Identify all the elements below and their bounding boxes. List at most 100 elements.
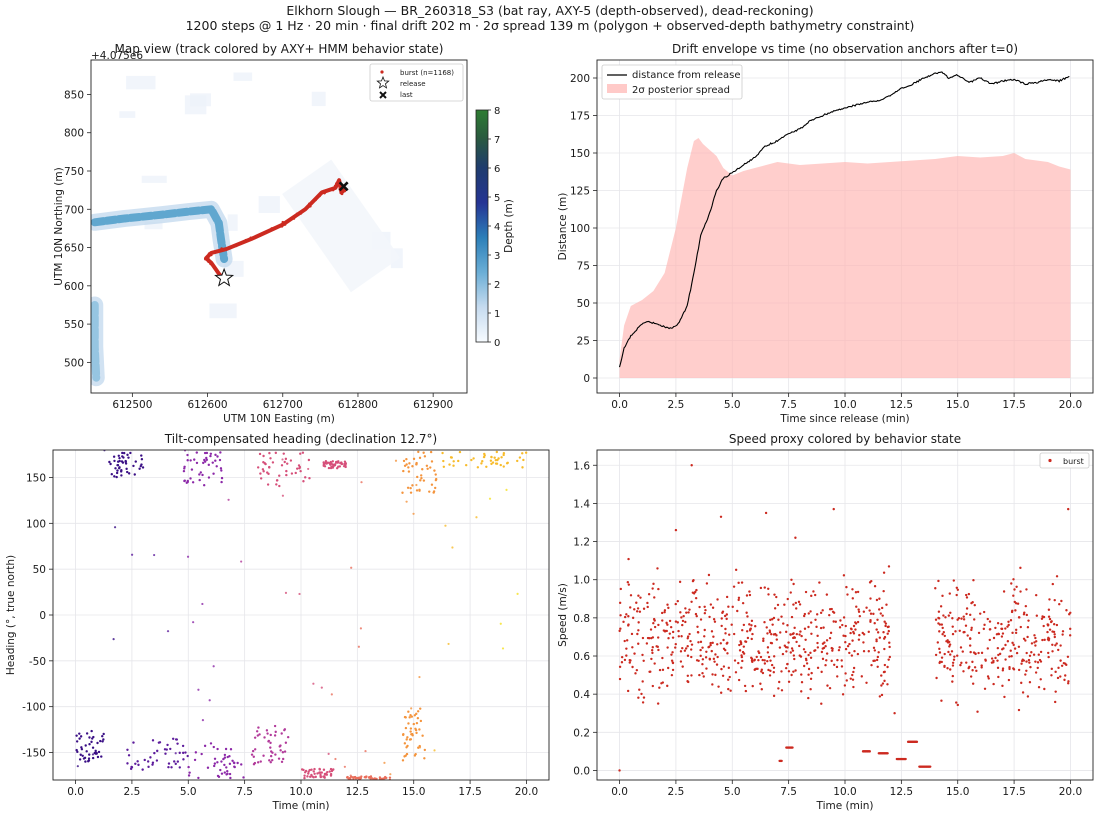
- heading-point: [91, 753, 95, 756]
- speed-point: [726, 652, 729, 655]
- speed-point: [876, 665, 879, 668]
- speed-point: [703, 611, 707, 615]
- y-axis-label: Speed (m/s): [557, 583, 569, 647]
- y-tick-label: 550: [64, 319, 84, 331]
- speed-point: [696, 631, 700, 634]
- heading-point: [447, 642, 450, 646]
- heading-point: [121, 451, 124, 455]
- speed-point: [704, 656, 708, 659]
- speed-point: [809, 651, 812, 655]
- speed-point: [802, 614, 806, 618]
- speed-point: [637, 642, 640, 645]
- heading-point: [433, 749, 436, 752]
- speed-point: [647, 593, 651, 596]
- speed-point: [940, 623, 944, 626]
- x-tick-label: 612800: [338, 399, 378, 411]
- speed-point: [728, 675, 731, 679]
- heading-point: [100, 755, 103, 758]
- speed-point: [740, 666, 743, 669]
- heading-point: [524, 451, 528, 454]
- heading-point: [216, 747, 219, 751]
- heading-point: [236, 761, 239, 765]
- speed-point: [766, 659, 769, 663]
- heading-point: [481, 460, 484, 463]
- legend-area-swatch: [607, 84, 627, 93]
- speed-point: [763, 621, 766, 624]
- heading-point: [229, 748, 233, 751]
- heading-point: [281, 757, 285, 761]
- y-axis-label: UTM 10N Northing (m): [53, 167, 65, 285]
- speed-point: [751, 632, 754, 636]
- speed-point: [780, 759, 783, 763]
- heading-point: [85, 750, 88, 753]
- speed-point: [1067, 680, 1070, 683]
- speed-point: [958, 629, 961, 632]
- speed-point: [631, 646, 634, 649]
- speed-point: [772, 671, 775, 674]
- heading-point: [113, 526, 117, 529]
- speed-point: [1050, 620, 1053, 623]
- speed-point: [934, 587, 937, 590]
- speed-point: [855, 605, 858, 608]
- heading-panel: 0.0 2.5 5.0 7.5 10.0 12.5 15.0 17.5 20.0-150-100…: [5, 432, 550, 812]
- speed-point: [660, 682, 663, 685]
- heading-point: [278, 745, 281, 748]
- y-tick-label: 100: [570, 223, 590, 235]
- speed-point: [620, 661, 624, 664]
- speed-point: [868, 581, 872, 584]
- heading-point: [214, 453, 217, 457]
- heading-point: [219, 467, 223, 470]
- speed-point: [1025, 651, 1028, 655]
- speed-point: [1015, 585, 1018, 588]
- heading-point: [418, 488, 421, 491]
- heading-point: [173, 760, 176, 763]
- heading-point: [430, 483, 434, 486]
- speed-point: [1010, 582, 1013, 585]
- heading-point: [412, 512, 415, 515]
- speed-point: [802, 664, 806, 668]
- speed-point: [705, 667, 708, 670]
- heading-point: [408, 462, 411, 465]
- speed-point: [856, 620, 860, 624]
- speed-point: [939, 605, 943, 608]
- heading-point: [133, 473, 136, 476]
- heading-point: [189, 477, 192, 480]
- speed-point: [685, 611, 688, 614]
- speed-point: [720, 624, 723, 628]
- speed-point: [849, 631, 852, 635]
- speed-point: [759, 682, 762, 685]
- burst-point: [280, 225, 284, 228]
- x-tick-label: 5.0: [180, 786, 197, 798]
- speed-point: [721, 610, 725, 613]
- speed-point: [639, 596, 642, 599]
- heading-point: [262, 754, 265, 757]
- speed-point: [656, 567, 659, 570]
- heading-point: [209, 452, 213, 456]
- drift-panel: 0.0 2.5 5.0 7.5 10.0 12.5 15.0 17.5 20.002550751…: [557, 42, 1094, 425]
- heading-point: [167, 762, 171, 765]
- speed-point: [1020, 662, 1023, 665]
- speed-point: [986, 675, 990, 678]
- speed-point: [688, 608, 691, 611]
- heading-point: [452, 460, 455, 463]
- burst-point: [283, 223, 287, 226]
- speed-point: [623, 639, 626, 643]
- speed-point: [663, 629, 667, 633]
- speed-point: [959, 646, 963, 649]
- speed-point: [971, 669, 974, 672]
- speed-point: [941, 594, 944, 598]
- heading-point: [402, 469, 405, 473]
- speed-point: [713, 620, 717, 623]
- heading-point: [312, 682, 315, 685]
- heading-point: [339, 461, 342, 465]
- speed-point: [653, 619, 656, 622]
- heading-point: [130, 765, 133, 769]
- speed-point: [649, 670, 652, 673]
- heading-point: [140, 454, 143, 457]
- heading-point: [258, 452, 262, 456]
- speed-point: [719, 691, 723, 694]
- bathymetry-cell: [144, 221, 163, 230]
- speed-point: [956, 654, 959, 657]
- speed-point: [1042, 615, 1045, 619]
- speed-point: [951, 625, 954, 628]
